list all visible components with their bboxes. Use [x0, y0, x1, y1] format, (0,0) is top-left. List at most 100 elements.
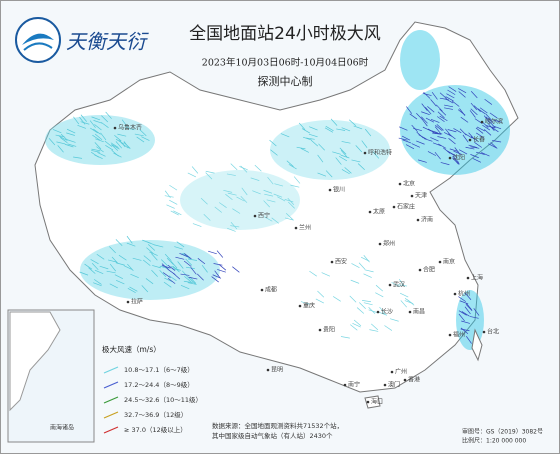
wind-barb	[183, 280, 193, 284]
wind-barb	[214, 270, 221, 279]
wind-barbs	[48, 86, 503, 344]
wind-barb	[152, 265, 161, 269]
wind-barb	[250, 177, 260, 181]
wind-barb	[240, 165, 248, 173]
city-dot	[378, 242, 382, 246]
wind-barb	[330, 118, 338, 126]
wind-barb	[288, 164, 297, 170]
legend-label: 10.8～17.1（6～7级）	[124, 365, 194, 374]
wind-barb	[317, 172, 327, 177]
wind-barb	[118, 254, 127, 261]
city-dot	[383, 383, 387, 387]
wind-barb	[240, 195, 248, 203]
wind-barb	[451, 100, 460, 107]
wind-barb	[217, 269, 226, 273]
wind-barb	[179, 252, 188, 258]
wind-barb	[94, 154, 103, 159]
wind-barb	[400, 300, 407, 308]
wind-barb	[94, 142, 102, 150]
wind-barb	[300, 301, 310, 305]
wind-barb	[481, 152, 490, 157]
wind-barb	[184, 253, 192, 260]
city-label: 呼和浩特	[368, 149, 392, 157]
wind-barb	[214, 206, 222, 213]
wind-barb	[332, 296, 341, 302]
wind-barb	[263, 189, 273, 194]
wind-barb	[173, 210, 182, 216]
wind-barb	[227, 192, 237, 196]
wind-barb	[125, 127, 135, 131]
city-label: 郑州	[383, 240, 395, 248]
wind-barb	[91, 148, 101, 152]
taiwan	[471, 328, 483, 362]
wind-barb	[462, 134, 469, 143]
wind-barb	[208, 250, 217, 255]
wind-barb	[368, 306, 376, 314]
wind-barb	[100, 132, 107, 141]
wind-barb	[458, 313, 465, 322]
wind-barb	[335, 157, 342, 165]
wind-barb	[437, 111, 445, 119]
wind-barb	[401, 135, 411, 141]
wind-barb	[161, 265, 171, 269]
wind-barb	[109, 263, 117, 272]
wind-barb	[163, 281, 172, 288]
city-label: 北京	[403, 180, 415, 188]
wind-barb	[188, 276, 198, 280]
city-label: 昆明	[271, 367, 283, 374]
city-label: 西安	[335, 258, 347, 266]
wind-barb	[99, 265, 109, 270]
wind-barb	[95, 138, 104, 143]
wind-barb	[196, 273, 204, 281]
wind-barb	[146, 241, 156, 246]
city-label: 贵阳	[323, 326, 335, 334]
wind-barb	[274, 183, 284, 187]
wind-barb	[164, 253, 172, 261]
wind-barb	[460, 116, 469, 123]
wind-barb	[489, 121, 496, 129]
wind-barb	[350, 279, 360, 284]
wind-barb	[446, 150, 456, 156]
wind-barb	[111, 256, 119, 264]
wind-barb	[151, 253, 158, 261]
wind-barb	[369, 329, 379, 332]
wind-barb	[430, 99, 437, 107]
wind-barb	[422, 93, 432, 96]
wind-barb	[437, 136, 447, 139]
city-dot	[408, 310, 412, 314]
wind-barb	[263, 200, 270, 208]
wind-barb	[452, 158, 460, 165]
wind-barb	[363, 255, 370, 263]
wind-barb	[470, 108, 478, 116]
wind-barb	[286, 160, 294, 167]
wind-barb	[159, 270, 167, 277]
wind-barb	[477, 108, 486, 115]
city-dot	[398, 182, 402, 186]
city-label: 香港	[408, 376, 420, 384]
wind-barb	[147, 244, 156, 251]
wind-barb	[470, 146, 480, 149]
wind-barb	[127, 287, 136, 293]
wind-barb	[474, 142, 482, 148]
wind-barb	[230, 222, 238, 230]
city-label: 武汉	[393, 281, 405, 289]
wind-barb	[448, 133, 456, 140]
wind-barb	[205, 170, 215, 174]
approval: 审图号：GS（2019）3082号	[462, 428, 543, 436]
wind-barb	[94, 124, 102, 131]
wind-barb	[476, 126, 486, 132]
wind-barb	[432, 142, 442, 147]
wind-barb	[437, 116, 445, 123]
wind-barb	[60, 133, 68, 141]
wind-barb	[449, 148, 459, 152]
wind-barb	[212, 274, 222, 279]
wind-barb	[349, 295, 357, 303]
wind-barb	[445, 96, 454, 102]
city-dot	[480, 120, 484, 124]
wind-barb	[96, 146, 104, 153]
wind-barb	[59, 137, 68, 144]
wind-barb	[464, 306, 471, 315]
wind-barb	[361, 140, 368, 148]
city-label: 兰州	[299, 224, 311, 232]
